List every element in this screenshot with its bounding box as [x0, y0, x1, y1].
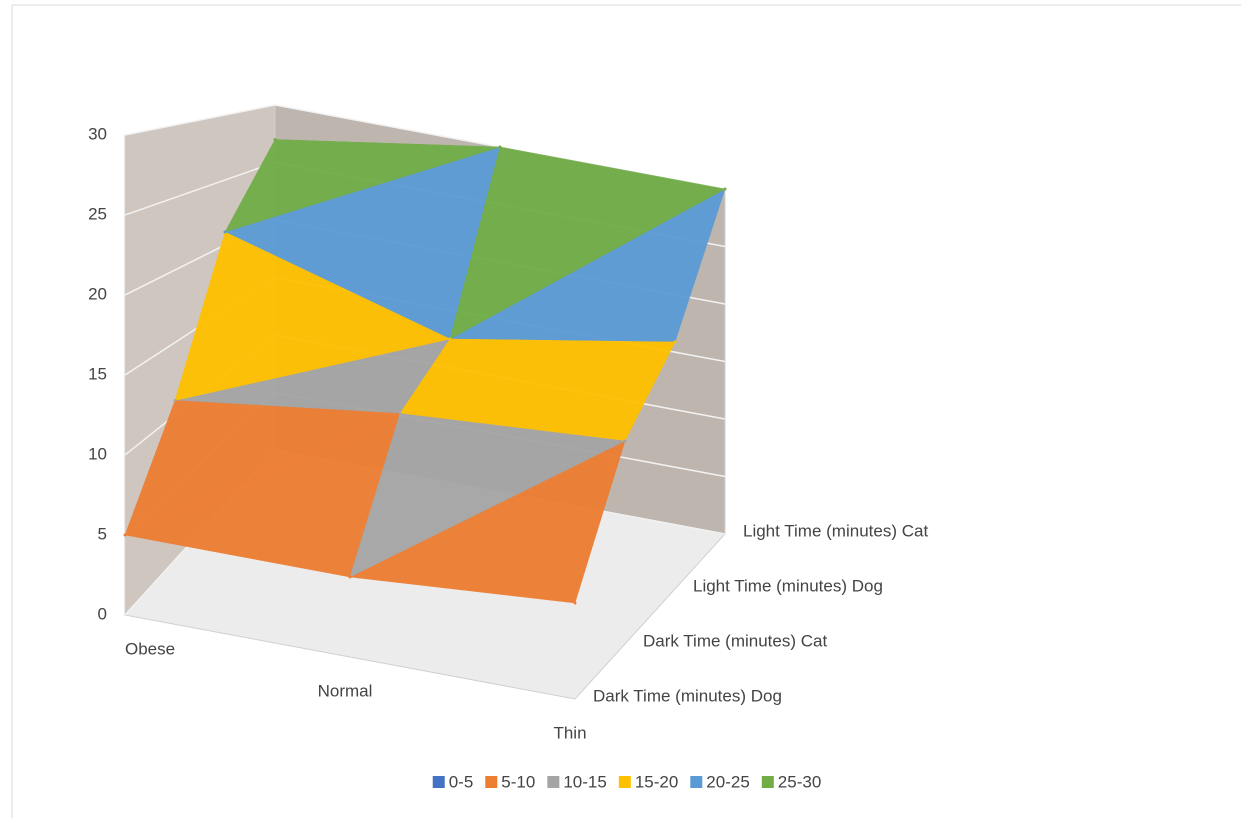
y-tick-label: 15	[88, 364, 107, 383]
legend-swatch	[485, 776, 498, 788]
surface-facet	[449, 146, 726, 340]
legend-label: 20-25	[706, 772, 749, 791]
legend-swatch	[547, 776, 560, 788]
legend-label: 25-30	[778, 772, 821, 791]
x-tick-label: Thin	[553, 723, 586, 742]
surface-vertex	[173, 399, 177, 402]
surface-facet	[399, 338, 676, 414]
depth-tick-label: Dark Time (minutes) Dog	[593, 686, 782, 705]
y-tick-label: 0	[98, 604, 107, 623]
surface-facet	[174, 231, 451, 401]
y-tick-label: 30	[88, 124, 107, 143]
surface-vertex	[673, 340, 677, 344]
y-tick-label: 20	[88, 284, 107, 303]
surface-vertex	[348, 575, 352, 579]
y-tick-label: 5	[98, 524, 107, 543]
legend-label: 5-10	[501, 772, 535, 791]
y-tick-label: 10	[88, 444, 107, 463]
legend-swatch	[761, 776, 774, 788]
surface-vertex	[573, 601, 577, 605]
legend-label: 0-5	[449, 772, 474, 791]
surface-facet	[349, 413, 626, 578]
surface-vertex	[498, 145, 502, 149]
legend: 0-5 5-10 10-15 15-20 20-25 25-30	[432, 772, 821, 791]
depth-tick-label: Dark Time (minutes) Cat	[643, 631, 827, 650]
surface-vertex	[398, 412, 402, 415]
surface-vertex	[723, 187, 727, 191]
depth-tick-label: Light Time (minutes) Cat	[743, 521, 928, 540]
surface-facet	[124, 400, 401, 536]
surface-vertex	[223, 230, 227, 234]
depth-tick-label: Light Time (minutes) Dog	[693, 576, 883, 595]
legend-swatch	[432, 776, 445, 788]
surface-vertex	[448, 337, 452, 341]
surface-vertex	[123, 533, 127, 537]
x-tick-label: Normal	[318, 681, 373, 700]
legend-label: 15-20	[635, 772, 678, 791]
legend-swatch	[618, 776, 631, 788]
surface-vertex	[273, 138, 277, 141]
y-tick-label: 25	[88, 204, 107, 223]
surface-facet	[224, 139, 501, 233]
legend-swatch	[690, 776, 703, 788]
surface-vertex	[623, 439, 627, 443]
legend-label: 10-15	[563, 772, 606, 791]
x-tick-label: Obese	[125, 639, 175, 658]
